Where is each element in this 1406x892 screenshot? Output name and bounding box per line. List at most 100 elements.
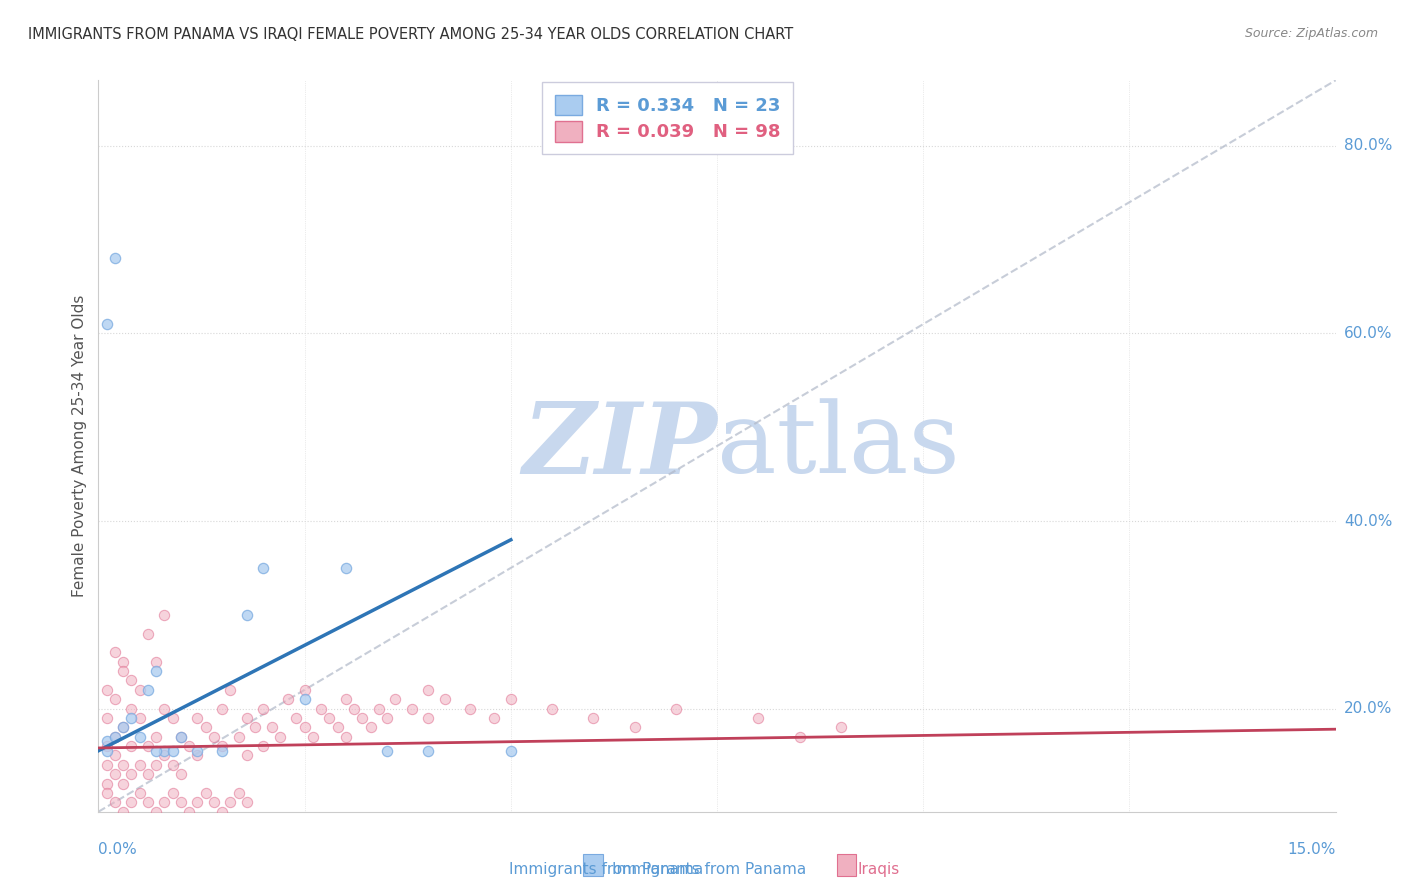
Point: [418, 744, 440, 758]
Point: [202, 795, 225, 809]
Point: [294, 692, 316, 706]
Point: [112, 720, 135, 734]
Point: [335, 692, 357, 706]
Point: [194, 720, 217, 734]
Point: [96, 682, 118, 697]
Point: [145, 664, 167, 678]
Point: [484, 711, 506, 725]
Point: [104, 795, 127, 809]
Point: [219, 682, 242, 697]
Point: [96, 744, 118, 758]
Point: [541, 701, 564, 715]
Text: 15.0%: 15.0%: [1288, 842, 1336, 857]
Point: [186, 744, 208, 758]
Point: [145, 805, 167, 819]
Point: [302, 730, 325, 744]
Point: [179, 739, 201, 753]
Point: [128, 711, 150, 725]
Point: [401, 701, 423, 715]
Point: [104, 730, 127, 744]
Point: [418, 682, 440, 697]
Point: [352, 711, 374, 725]
Point: [269, 730, 291, 744]
Point: [120, 701, 142, 715]
Point: [96, 711, 118, 725]
Point: [153, 748, 176, 763]
Point: [136, 767, 159, 781]
Point: [285, 711, 308, 725]
Point: [136, 795, 159, 809]
Point: [120, 767, 142, 781]
Point: [136, 739, 159, 753]
Point: [104, 730, 127, 744]
Point: [186, 795, 208, 809]
Text: atlas: atlas: [717, 398, 960, 494]
Point: [375, 744, 398, 758]
Text: 60.0%: 60.0%: [1344, 326, 1392, 341]
Point: [96, 786, 118, 800]
Text: Immigrants from Panama: Immigrants from Panama: [509, 863, 703, 877]
Point: [318, 711, 340, 725]
Point: [789, 730, 811, 744]
Point: [219, 795, 242, 809]
Text: 0.0%: 0.0%: [98, 842, 138, 857]
Point: [252, 701, 274, 715]
Point: [236, 795, 259, 809]
Point: [747, 711, 769, 725]
Point: [243, 720, 266, 734]
Point: [170, 795, 193, 809]
Point: [252, 739, 274, 753]
Point: [418, 711, 440, 725]
Point: [128, 682, 150, 697]
Point: [120, 711, 142, 725]
Point: [120, 795, 142, 809]
Point: [96, 734, 118, 748]
FancyBboxPatch shape: [837, 854, 856, 876]
Point: [104, 748, 127, 763]
Point: [162, 757, 184, 772]
Point: [335, 730, 357, 744]
Point: [343, 701, 366, 715]
Point: [360, 720, 382, 734]
Point: [170, 767, 193, 781]
Point: [228, 730, 250, 744]
Point: [112, 757, 135, 772]
Point: [112, 720, 135, 734]
Point: [236, 607, 259, 622]
Point: [112, 776, 135, 790]
Point: [211, 744, 233, 758]
Point: [112, 664, 135, 678]
Text: Source: ZipAtlas.com: Source: ZipAtlas.com: [1244, 27, 1378, 40]
Point: [186, 748, 208, 763]
Point: [186, 711, 208, 725]
Point: [96, 757, 118, 772]
Point: [367, 701, 389, 715]
Point: [499, 692, 522, 706]
Point: [830, 720, 852, 734]
Point: [294, 682, 316, 697]
Point: [236, 748, 259, 763]
Point: [162, 711, 184, 725]
Point: [145, 730, 167, 744]
Point: [104, 645, 127, 659]
Point: [228, 786, 250, 800]
Point: [582, 711, 605, 725]
Point: [433, 692, 456, 706]
Point: [112, 655, 135, 669]
Text: Iraqis: Iraqis: [858, 863, 900, 877]
Text: ZIP: ZIP: [522, 398, 717, 494]
Point: [277, 692, 299, 706]
Point: [665, 701, 688, 715]
Point: [309, 701, 332, 715]
Point: [153, 795, 176, 809]
Point: [170, 730, 193, 744]
Point: [153, 701, 176, 715]
Text: 20.0%: 20.0%: [1344, 701, 1392, 716]
Point: [623, 720, 645, 734]
Point: [120, 673, 142, 688]
Y-axis label: Female Poverty Among 25-34 Year Olds: Female Poverty Among 25-34 Year Olds: [72, 295, 87, 597]
Legend: R = 0.334   N = 23, R = 0.039   N = 98: R = 0.334 N = 23, R = 0.039 N = 98: [541, 82, 793, 154]
Point: [136, 682, 159, 697]
Point: [384, 692, 406, 706]
Point: [128, 757, 150, 772]
